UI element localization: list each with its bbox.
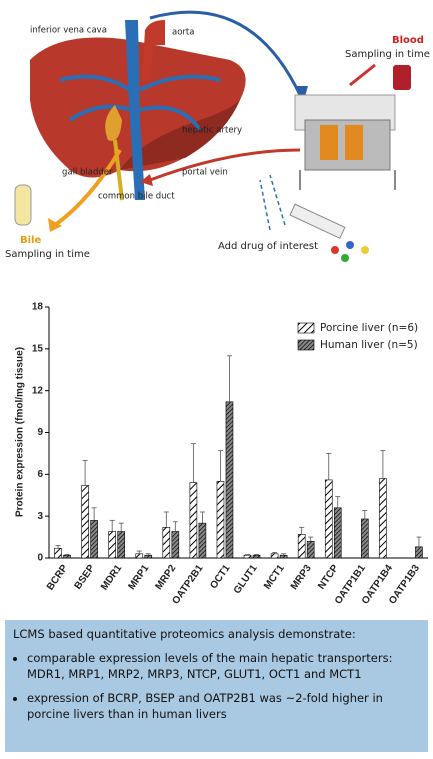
label: common bile duct (98, 192, 175, 202)
bar-hatch (108, 531, 116, 558)
bar-hatch (90, 520, 98, 558)
label: Blood (392, 35, 424, 46)
bar-hatch (253, 555, 261, 558)
y-tick-label: 3 (37, 511, 43, 522)
bar-hatch (198, 523, 206, 558)
legend-label: Porcine liver (n=6) (320, 322, 418, 334)
label: inferior vena cava (30, 26, 107, 36)
bar-hatch (280, 555, 288, 558)
vessels (59, 74, 221, 132)
drug-arrows (259, 174, 286, 231)
blood-tube (393, 65, 411, 90)
arrowhead (48, 218, 62, 232)
label: Sampling in time (5, 249, 90, 260)
y-tick-label: 9 (37, 427, 43, 438)
liver-lobe (120, 100, 240, 170)
bar-hatch (361, 518, 369, 558)
x-tick-label: MDR1 (99, 563, 125, 593)
bar-hatch (334, 507, 342, 558)
summary-box: LCMS based quantitative proteomics analy… (5, 620, 428, 752)
bar-hatch (162, 527, 170, 558)
syringe (289, 203, 369, 262)
bar-hatch (298, 534, 306, 558)
y-tick-label: 6 (37, 469, 43, 480)
y-tick-label: 0 (37, 553, 43, 564)
legend-label: Human liver (n=5) (320, 339, 418, 351)
y-axis-label: Protein expression (fmol/mg tissue) (15, 347, 26, 517)
x-tick-label: MRP3 (289, 563, 314, 592)
x-tick-label: MRP2 (153, 563, 178, 592)
bar-hatch (271, 553, 279, 558)
summary-list: comparable expression levels of the main… (13, 650, 420, 722)
blood-arrow (349, 63, 376, 87)
bar-hatch (379, 478, 387, 558)
y-tick-label: 12 (32, 385, 44, 396)
bar-hatch (135, 553, 143, 558)
vena-cava (125, 20, 145, 200)
label: Sampling in time (345, 49, 430, 60)
bar-hatch (63, 555, 71, 558)
bile-duct-shape (113, 139, 124, 201)
bar-hatch (307, 541, 315, 558)
summary-heading: LCMS based quantitative proteomics analy… (13, 627, 356, 641)
y-tick-label: 18 (32, 302, 44, 313)
label: Bile (20, 235, 41, 246)
x-tick-label: BSEP (73, 563, 98, 592)
label: hepatic artery (182, 126, 242, 136)
label: portal vein (182, 168, 228, 178)
gall-bladder (105, 105, 122, 141)
legend-hatch (298, 323, 314, 333)
x-tick-label: BCRP (45, 563, 70, 593)
summary-bullet: comparable expression levels of the main… (27, 650, 420, 682)
bar-hatch (325, 479, 333, 558)
figure: inferior vena cava aorta hepatic artery … (5, 10, 430, 606)
bar-hatch (117, 531, 125, 558)
bar-hatch (225, 401, 233, 558)
label: gall bladder (62, 168, 113, 178)
bar-hatch (189, 482, 197, 558)
aorta (142, 20, 165, 80)
bar-hatch (144, 555, 152, 558)
bar-hatch (415, 546, 423, 558)
x-tick-label: MCT1 (262, 563, 287, 592)
legend-hatch (298, 340, 314, 350)
x-tick-label: GLUT1 (232, 563, 260, 597)
bile-arrow (53, 148, 122, 227)
label: Add drug of interest (218, 241, 318, 252)
y-tick-label: 15 (32, 343, 44, 354)
bar-hatch (171, 531, 179, 558)
x-tick-label: MRP1 (126, 563, 151, 592)
bar-hatch (81, 485, 89, 558)
bar-hatch (54, 548, 62, 558)
label: aorta (172, 28, 194, 38)
x-tick-label: OCT1 (208, 563, 233, 592)
summary-bullet: expression of BCRP, BSEP and OATP2B1 was… (27, 690, 420, 722)
x-tick-label: NTCP (316, 563, 341, 592)
arrowhead (140, 174, 153, 186)
bile-tube (14, 184, 32, 226)
outflow-arrow (149, 10, 302, 96)
perfusion-machine (294, 94, 396, 190)
bar-hatch (244, 555, 252, 558)
illustration: inferior vena cava aorta hepatic artery … (5, 10, 430, 262)
inflow-arrow (149, 148, 301, 182)
bar-hatch (216, 481, 224, 558)
